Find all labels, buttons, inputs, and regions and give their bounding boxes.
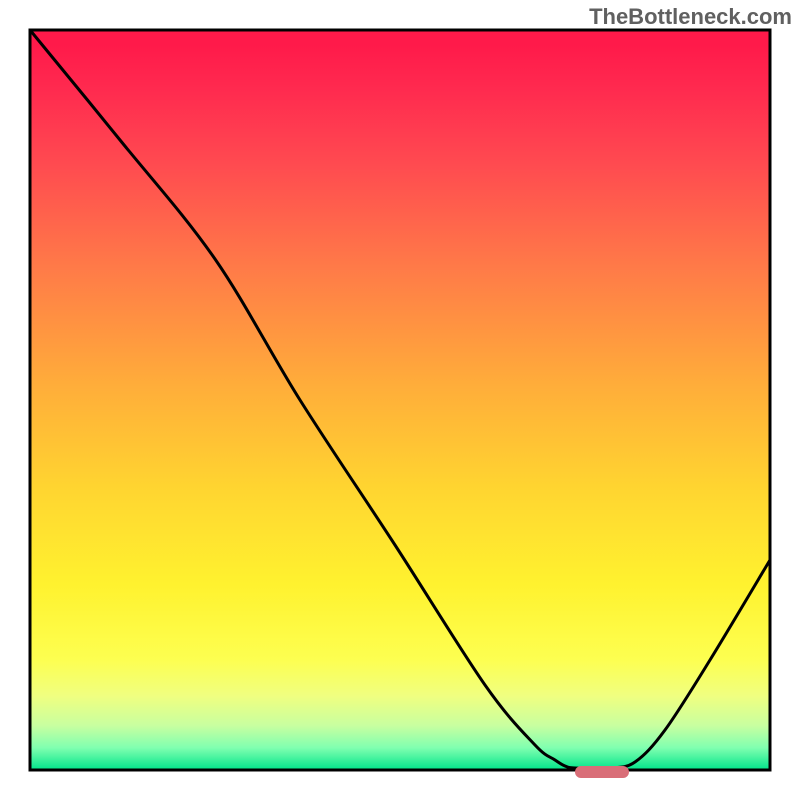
sweet-spot-marker (575, 766, 629, 778)
chart-container: TheBottleneck.com (0, 0, 800, 800)
plot-background (30, 30, 770, 770)
watermark-text: TheBottleneck.com (589, 4, 792, 30)
bottleneck-chart (0, 0, 800, 800)
